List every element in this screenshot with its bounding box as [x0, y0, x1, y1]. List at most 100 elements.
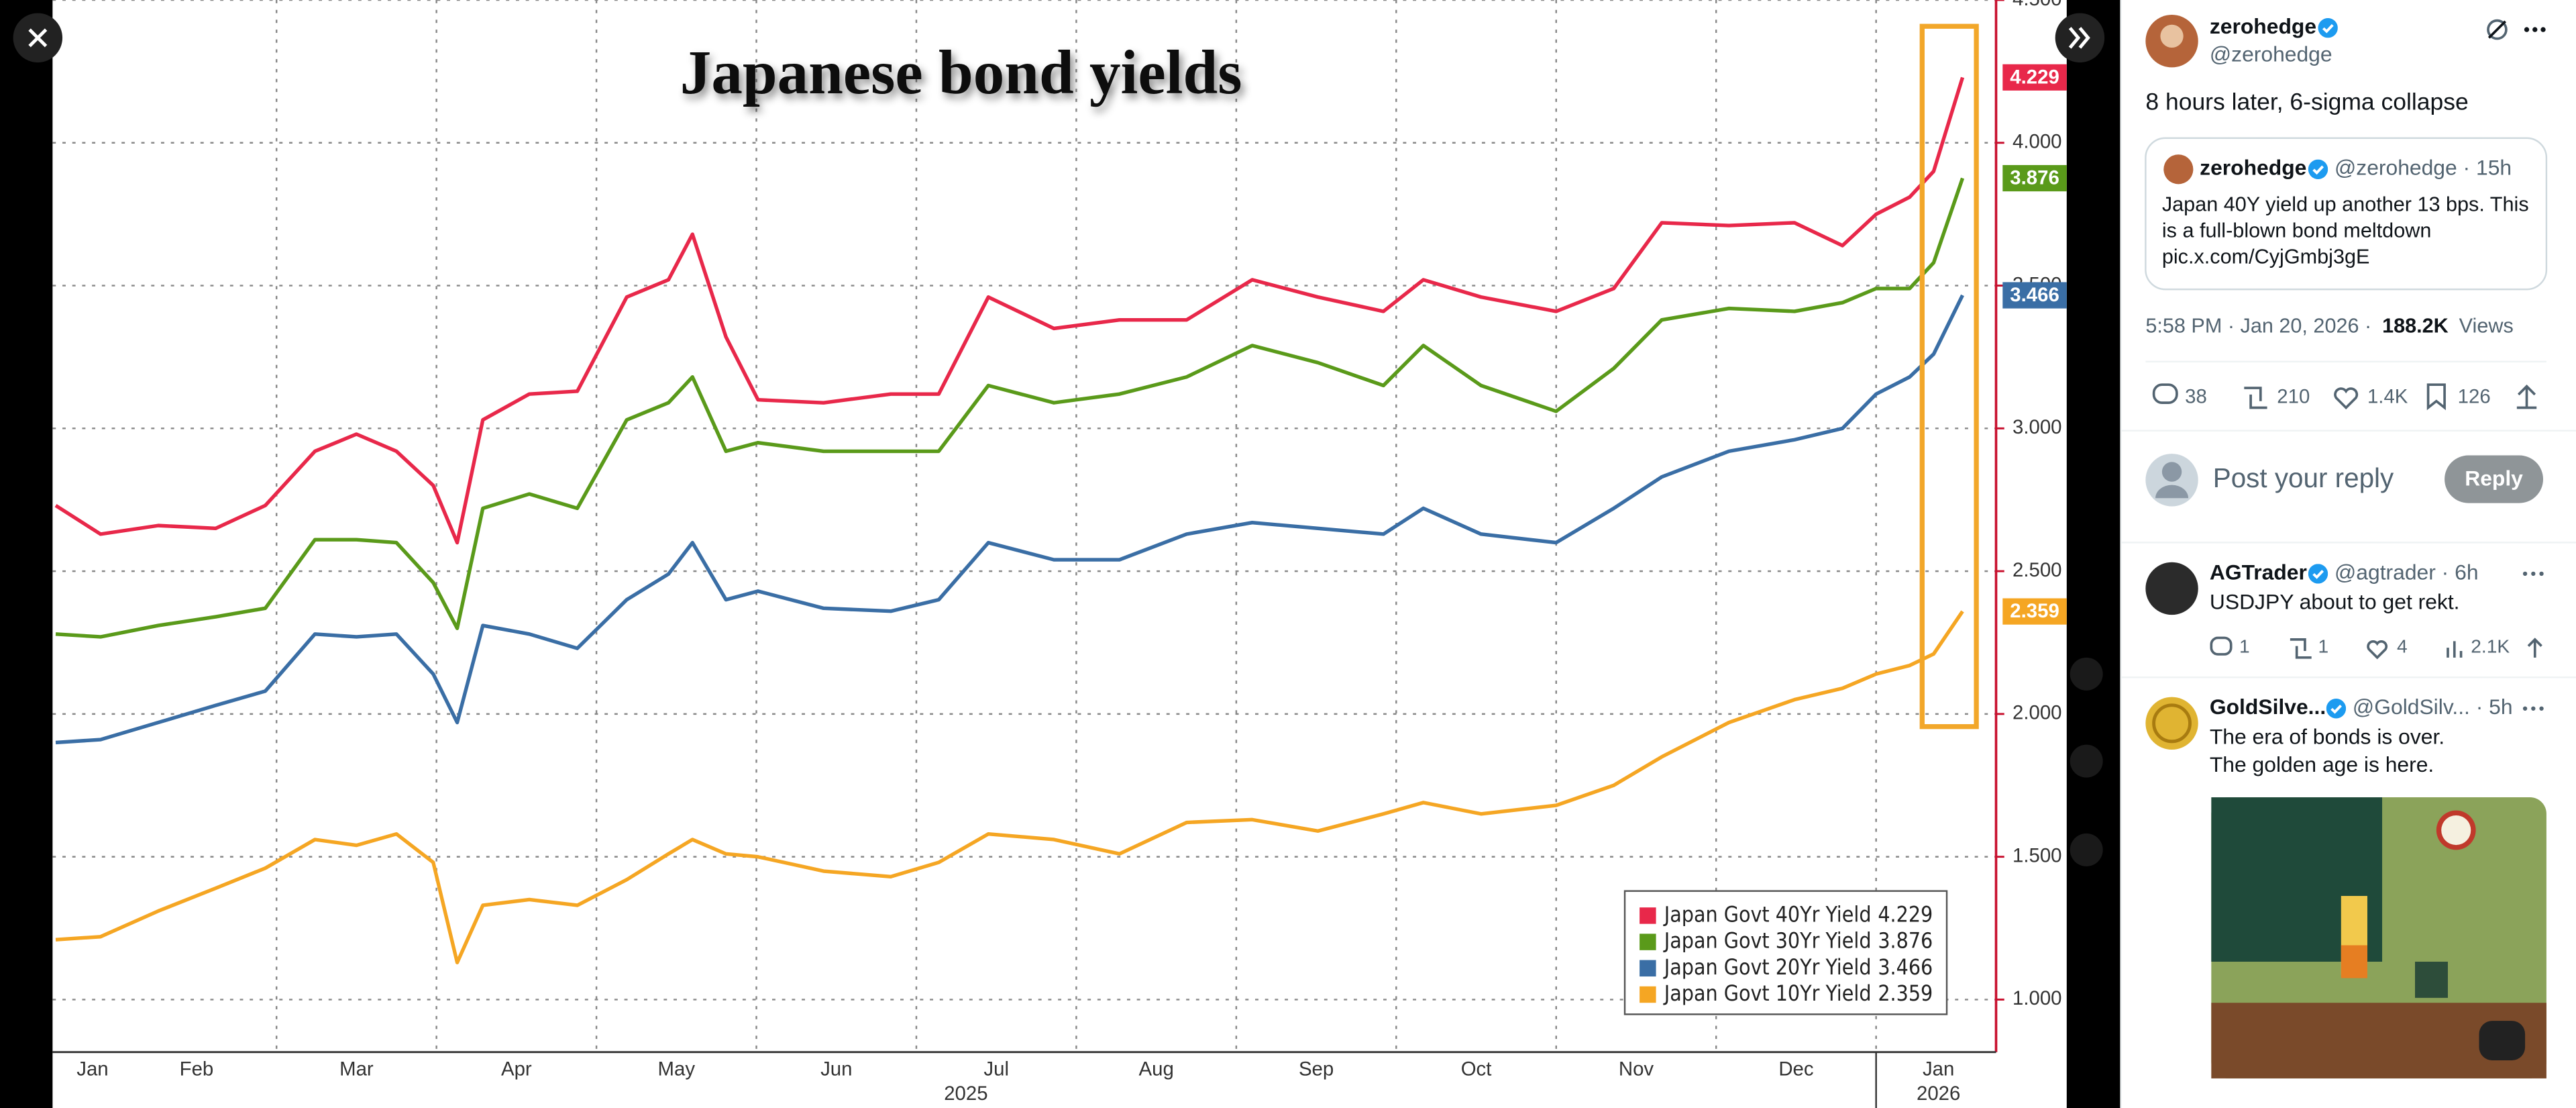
x-tick-label: Oct — [1461, 1058, 1492, 1080]
legend-entry: Japan Govt 40Yr Yield 4.229 — [1663, 901, 1933, 927]
x-tick-label: Feb — [180, 1058, 214, 1080]
legend-value: 3.466 — [1878, 954, 1933, 980]
nav-dot — [2070, 744, 2103, 778]
like-count[interactable]: 4 — [2397, 636, 2408, 657]
repost-icon[interactable] — [2244, 387, 2267, 409]
y-tick-label: 4.000 — [2012, 131, 2062, 153]
quote-text: is a full-blown bond meltdown — [2162, 219, 2431, 242]
author-handle[interactable]: @zerohedge — [2210, 42, 2332, 66]
views-icon[interactable] — [2447, 641, 2463, 658]
bookmark-count[interactable]: 126 — [2458, 386, 2491, 408]
y-tick-label: 2.500 — [2012, 559, 2062, 581]
reply-icon[interactable] — [2210, 636, 2233, 656]
grok-icon-slash — [2487, 20, 2506, 39]
author-name[interactable]: zerohedge — [2210, 14, 2316, 38]
more-icon[interactable] — [2522, 571, 2544, 576]
series-line — [55, 294, 1964, 745]
legend-entry: Japan Govt 20Yr Yield 3.466 — [1663, 954, 1933, 980]
legend-swatch — [1640, 960, 1656, 977]
my-avatar-body — [2155, 485, 2189, 499]
repost-icon[interactable] — [2290, 638, 2312, 659]
x-tick-label: Apr — [501, 1058, 532, 1080]
legend-box — [1623, 890, 1948, 1015]
y-tick-label: 2.000 — [2012, 702, 2062, 724]
y-tick-label: 1.000 — [2012, 987, 2062, 1009]
chart: 1.0001.5002.0002.5003.0003.5004.0004.500… — [52, 0, 2067, 1108]
reply-count[interactable]: 38 — [2185, 386, 2207, 408]
end-label: 3.876 — [2010, 167, 2059, 189]
legend-entry: Japan Govt 30Yr Yield 3.876 — [1663, 928, 1933, 954]
share-icon[interactable] — [2516, 385, 2537, 409]
x-tick-label: Jan — [76, 1058, 108, 1080]
x-tick-label: Mar — [339, 1058, 374, 1080]
legend-value: 4.229 — [1878, 901, 1933, 927]
year-label: 2025 — [944, 1082, 987, 1105]
x-tick-label: Jul — [983, 1058, 1009, 1080]
y-tick-label: 1.500 — [2012, 844, 2062, 866]
nav-dot — [2070, 833, 2103, 866]
expand-button[interactable] — [2055, 13, 2105, 63]
end-label: 3.466 — [2010, 284, 2059, 306]
reply-button[interactable] — [2445, 455, 2544, 503]
end-label: 2.359 — [2010, 600, 2059, 622]
x-tick-label: Aug — [1139, 1058, 1174, 1080]
like-icon[interactable] — [2367, 640, 2388, 660]
legend-swatch — [1640, 934, 1656, 950]
legend-name: Japan Govt 20Yr Yield — [1663, 954, 1872, 980]
end-label-box — [2002, 598, 2067, 625]
x-tick-label: Nov — [1619, 1058, 1654, 1080]
close-button[interactable] — [13, 13, 63, 63]
x-tick-label: Jun — [820, 1058, 852, 1080]
x-tick-label: Sep — [1299, 1058, 1334, 1080]
bookmark-icon[interactable] — [2426, 383, 2446, 411]
quote-card[interactable] — [2145, 137, 2548, 291]
reply-text: The golden age is here. — [2210, 752, 2434, 776]
year-label: 2026 — [1917, 1082, 1960, 1105]
reply-input[interactable]: Post your reply — [2213, 462, 2394, 493]
chart-title: Japanese bond yields — [680, 38, 1242, 107]
image-bin — [2415, 961, 2448, 998]
views-count[interactable]: 2.1K — [2471, 636, 2510, 657]
reply-image[interactable] — [2211, 797, 2546, 1078]
verified-badge — [2318, 17, 2338, 38]
quote-avatar — [2163, 154, 2194, 185]
close-icon[interactable] — [28, 28, 48, 48]
verified-badge — [2308, 564, 2328, 584]
quote-text: Japan 40Y yield up another 13 bps. This — [2162, 193, 2529, 215]
grok-icon[interactable] — [2487, 19, 2508, 40]
repost-count[interactable]: 1 — [2318, 636, 2329, 657]
reply-author[interactable]: AGTrader — [2210, 560, 2307, 584]
legend-name: Japan Govt 10Yr Yield — [1663, 980, 1872, 1006]
like-count[interactable]: 1.4K — [2367, 386, 2408, 408]
avatar-face — [2160, 24, 2184, 48]
quote-link: pic.x.com/CyjGmbj3gE — [2162, 246, 2370, 268]
verified-badge — [2326, 699, 2347, 719]
share-icon[interactable] — [2527, 638, 2542, 658]
x-tick-label: May — [658, 1058, 696, 1080]
more-icon[interactable] — [2522, 706, 2544, 711]
tweet-text: 8 hours later, 6-sigma collapse — [2145, 89, 2468, 115]
series-line — [55, 610, 1964, 964]
reply-button-label[interactable]: Reply — [2465, 466, 2523, 491]
legend-name: Japan Govt 40Yr Yield — [1663, 901, 1872, 927]
views-label: Views — [2459, 315, 2514, 338]
image-alt-button[interactable] — [2479, 1021, 2526, 1060]
reply-avatar[interactable] — [2145, 562, 2198, 615]
more-icon[interactable] — [2524, 27, 2546, 32]
series-line — [54, 77, 1965, 545]
reply-count[interactable]: 1 — [2239, 636, 2250, 657]
repost-count[interactable]: 210 — [2277, 386, 2310, 408]
legend-value: 3.876 — [1878, 928, 1933, 954]
end-label: 4.229 — [2010, 66, 2059, 88]
series-line — [55, 177, 1965, 639]
like-icon[interactable] — [2334, 387, 2359, 410]
legend-entry: Japan Govt 10Yr Yield 2.359 — [1663, 980, 1933, 1006]
reply-avatar-ring — [2152, 703, 2192, 744]
views-count: 188.2K — [2382, 315, 2449, 338]
reply-icon[interactable] — [2152, 383, 2178, 404]
reply-author[interactable]: GoldSilve... — [2210, 695, 2326, 719]
timestamp: 5:58 PM · Jan 20, 2026 · — [2145, 315, 2371, 338]
expand-icon[interactable] — [2068, 27, 2090, 49]
